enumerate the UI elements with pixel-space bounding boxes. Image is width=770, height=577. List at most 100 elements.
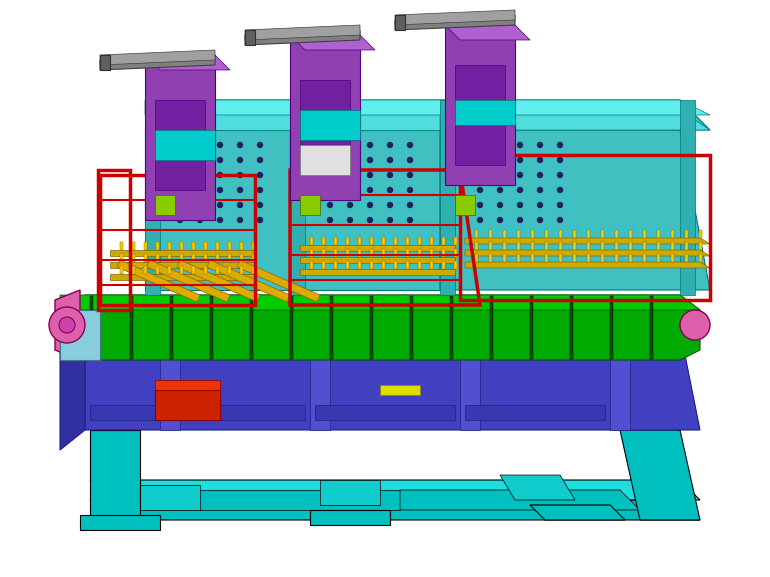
Polygon shape: [240, 242, 243, 250]
Polygon shape: [290, 35, 360, 200]
Polygon shape: [145, 55, 230, 70]
Polygon shape: [100, 55, 110, 70]
Circle shape: [497, 203, 503, 208]
Polygon shape: [442, 261, 445, 269]
Polygon shape: [503, 242, 506, 250]
Polygon shape: [346, 261, 349, 269]
Circle shape: [237, 203, 243, 208]
Polygon shape: [330, 296, 333, 359]
Polygon shape: [445, 25, 515, 185]
Circle shape: [327, 173, 333, 178]
Polygon shape: [489, 230, 492, 238]
Polygon shape: [657, 254, 660, 262]
Circle shape: [517, 188, 523, 193]
Polygon shape: [60, 310, 100, 360]
Circle shape: [557, 218, 563, 223]
Circle shape: [387, 203, 393, 208]
Polygon shape: [165, 310, 305, 325]
Polygon shape: [382, 237, 385, 245]
Polygon shape: [155, 100, 205, 190]
Circle shape: [237, 218, 243, 223]
Polygon shape: [475, 230, 478, 238]
Polygon shape: [216, 266, 219, 274]
Polygon shape: [300, 110, 360, 140]
Circle shape: [178, 188, 182, 193]
Polygon shape: [406, 249, 409, 257]
Polygon shape: [465, 310, 605, 325]
Circle shape: [497, 173, 503, 178]
Polygon shape: [500, 475, 575, 500]
Polygon shape: [228, 254, 231, 262]
Polygon shape: [615, 254, 618, 262]
Polygon shape: [570, 296, 573, 359]
Circle shape: [197, 143, 203, 148]
Circle shape: [407, 158, 413, 163]
Polygon shape: [132, 254, 135, 262]
Polygon shape: [559, 230, 562, 238]
Circle shape: [477, 143, 483, 148]
Polygon shape: [177, 260, 260, 302]
Polygon shape: [346, 237, 349, 245]
Circle shape: [407, 218, 413, 223]
Polygon shape: [315, 405, 455, 420]
Polygon shape: [120, 266, 123, 274]
Circle shape: [327, 143, 333, 148]
Polygon shape: [144, 254, 147, 262]
Circle shape: [257, 188, 263, 193]
Polygon shape: [489, 254, 492, 262]
Polygon shape: [573, 242, 576, 250]
Polygon shape: [145, 55, 215, 220]
Polygon shape: [155, 380, 220, 390]
Polygon shape: [300, 245, 455, 251]
Polygon shape: [643, 242, 646, 250]
Polygon shape: [450, 296, 453, 359]
Polygon shape: [395, 15, 405, 30]
Polygon shape: [430, 249, 433, 257]
Polygon shape: [610, 300, 630, 430]
Circle shape: [387, 173, 393, 178]
Polygon shape: [680, 100, 695, 295]
Polygon shape: [418, 261, 421, 269]
Circle shape: [517, 173, 523, 178]
Circle shape: [347, 143, 353, 148]
Polygon shape: [545, 242, 548, 250]
Polygon shape: [517, 242, 520, 250]
Polygon shape: [320, 480, 380, 505]
Polygon shape: [394, 237, 397, 245]
Circle shape: [327, 218, 333, 223]
Circle shape: [537, 188, 543, 193]
Polygon shape: [322, 261, 325, 269]
Circle shape: [517, 203, 523, 208]
Circle shape: [497, 218, 503, 223]
Circle shape: [178, 218, 182, 223]
Circle shape: [537, 173, 543, 178]
Circle shape: [347, 203, 353, 208]
Polygon shape: [252, 266, 255, 274]
Polygon shape: [180, 254, 183, 262]
Circle shape: [217, 173, 223, 178]
Polygon shape: [110, 262, 255, 268]
Polygon shape: [168, 242, 171, 250]
Polygon shape: [155, 130, 215, 160]
Polygon shape: [310, 261, 313, 269]
Polygon shape: [237, 260, 320, 302]
Polygon shape: [240, 254, 243, 262]
Polygon shape: [55, 290, 80, 360]
Polygon shape: [310, 510, 390, 525]
Circle shape: [477, 158, 483, 163]
Circle shape: [257, 158, 263, 163]
Circle shape: [407, 188, 413, 193]
Polygon shape: [310, 249, 313, 257]
Polygon shape: [145, 110, 290, 130]
Polygon shape: [430, 237, 433, 245]
Circle shape: [367, 158, 373, 163]
Circle shape: [537, 203, 543, 208]
Polygon shape: [406, 237, 409, 245]
Circle shape: [347, 218, 353, 223]
Polygon shape: [370, 261, 373, 269]
Circle shape: [407, 203, 413, 208]
Circle shape: [347, 173, 353, 178]
Circle shape: [557, 173, 563, 178]
Circle shape: [178, 203, 182, 208]
Circle shape: [477, 173, 483, 178]
